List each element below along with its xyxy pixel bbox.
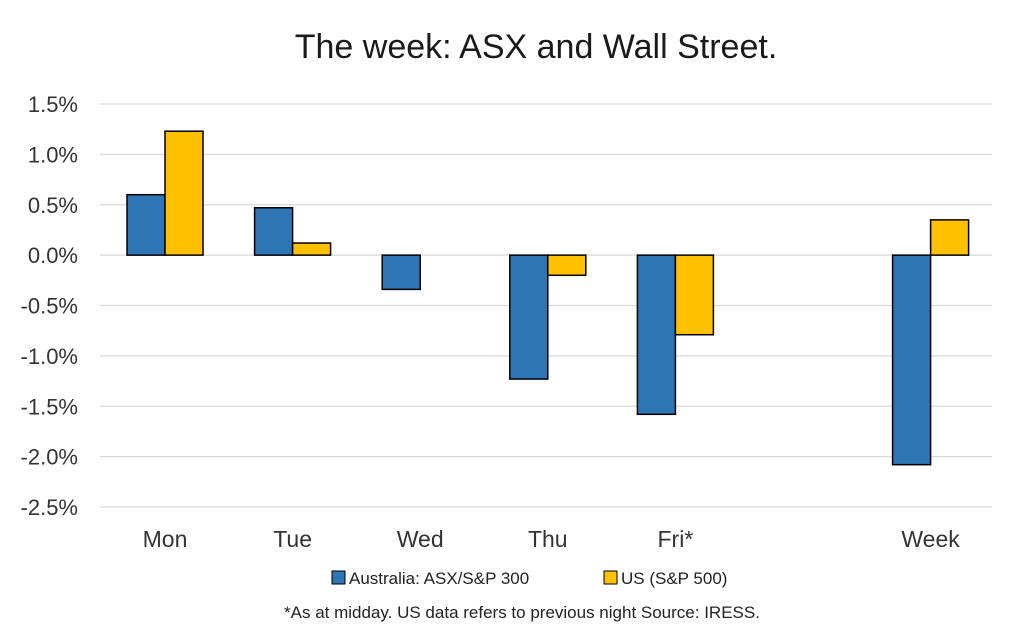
bar-us-week <box>929 219 970 256</box>
x-category-label: Thu <box>528 526 568 552</box>
x-category-label: Mon <box>143 526 188 552</box>
x-category-label: Fri* <box>658 526 694 552</box>
chart-title: The week: ASX and Wall Street. <box>295 28 778 66</box>
bar-asx-week <box>891 254 932 466</box>
legend-label: Australia: ASX/S&P 300 <box>349 569 529 588</box>
bar-asx-mon <box>126 193 166 256</box>
bars <box>126 130 970 466</box>
y-tick-label: -1.0% <box>21 344 78 369</box>
legend-swatch <box>603 570 618 585</box>
bar-us-thu <box>547 254 587 277</box>
legend: Australia: ASX/S&P 300 US (S&P 500) <box>331 569 727 588</box>
y-tick-label: -1.5% <box>21 394 78 419</box>
y-tick-label: 1.5% <box>28 92 78 117</box>
bar-us-mon <box>164 130 204 256</box>
bar-asx-tue <box>253 207 294 256</box>
bar-asx-fri <box>636 254 677 416</box>
x-category-label: Tue <box>273 526 312 552</box>
y-tick-label: -2.5% <box>21 495 78 520</box>
y-axis-tick-labels: 1.5% 1.0% 0.5% 0.0% -0.5% -1.0% -1.5% -2.0% -2.5… <box>21 92 78 520</box>
y-tick-label: 0.0% <box>28 243 78 268</box>
bar-us-tue <box>291 242 332 256</box>
y-tick-label: 1.0% <box>28 142 78 167</box>
y-tick-label: 0.5% <box>28 193 78 218</box>
y-tick-label: -2.0% <box>21 445 78 470</box>
y-tick-label: -0.5% <box>21 294 78 319</box>
x-category-label: Wed <box>397 526 444 552</box>
bar-us-fri <box>674 254 715 336</box>
x-axis-category-labels: Mon Tue Wed Thu Fri* Week <box>143 526 961 552</box>
bar-asx-thu <box>509 254 549 380</box>
footnote: *As at midday. US data refers to previou… <box>284 603 760 622</box>
legend-label: US (S&P 500) <box>621 569 727 588</box>
legend-swatch <box>331 570 346 585</box>
x-category-label: Week <box>901 526 960 552</box>
bar-asx-wed <box>381 254 421 291</box>
